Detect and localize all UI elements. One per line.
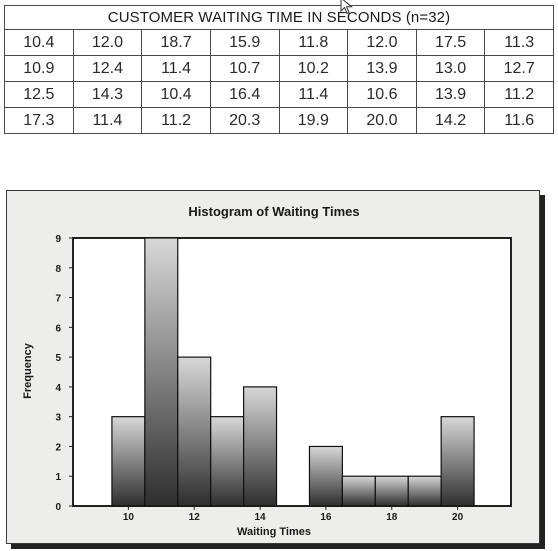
x-tick-label: 12: [189, 512, 201, 523]
x-tick-label: 16: [320, 512, 332, 523]
histogram-bar: [341, 475, 376, 507]
table-cell: 12.0: [347, 29, 417, 56]
table-cell: 14.3: [72, 81, 143, 108]
y-tick-label: 5: [55, 353, 61, 364]
table-cell: 10.7: [209, 55, 280, 82]
y-axis-label: Frequency: [22, 342, 34, 399]
table-body: 10.4 12.0 18.7 15.9 11.8 12.0 17.5 11.3 10.9 12.4…: [4, 29, 554, 134]
table-cell: 10.4: [141, 81, 211, 108]
y-tick-label: 2: [55, 442, 61, 453]
table-row: 10.4 12.0 18.7 15.9 11.8 12.0 17.5 11.3: [4, 29, 554, 56]
histogram-bar: [111, 416, 146, 507]
table-cell: 11.2: [141, 107, 211, 134]
table-cell: 12.7: [484, 55, 554, 82]
table-cell: 10.6: [347, 81, 417, 108]
bars-group: [111, 237, 475, 507]
y-tick-label: 3: [55, 413, 61, 424]
table-row: 12.5 14.3 10.4 16.4 11.4 10.6 13.9 11.2: [4, 81, 554, 108]
histogram-bar: [177, 356, 212, 507]
histogram-bar: [243, 386, 278, 507]
table-cell: 20.3: [209, 107, 280, 134]
x-tick-label: 10: [123, 512, 135, 523]
table-cell: 11.6: [484, 107, 554, 134]
table-cell: 10.9: [4, 55, 74, 82]
table-cell: 17.5: [415, 29, 486, 56]
table-cell: 16.4: [209, 81, 280, 108]
table-cell: 15.9: [209, 29, 280, 56]
table-cell: 17.3: [4, 107, 74, 134]
table-cell: 11.8: [278, 29, 349, 56]
table-row: 17.3 11.4 11.2 20.3 19.9 20.0 14.2 11.6: [4, 107, 554, 134]
y-tick-label: 1: [55, 472, 61, 483]
x-axis: 10 12 14 16 18 20: [123, 506, 464, 523]
x-tick-label: 18: [386, 512, 398, 523]
y-tick-label: 9: [55, 234, 61, 245]
histogram-bar: [440, 416, 475, 507]
x-tick-label: 20: [452, 512, 464, 523]
histogram-bar: [210, 416, 245, 507]
y-axis: 0 1 2 3 4 5 6 7 8 9: [55, 234, 73, 513]
table-cell: 11.4: [72, 107, 143, 134]
table-cell: 12.0: [72, 29, 143, 56]
histogram-bar: [308, 445, 343, 507]
x-axis-label: Waiting Times: [237, 526, 311, 538]
table-cell: 13.9: [415, 81, 486, 108]
table-cell: 11.4: [141, 55, 211, 82]
table-cell: 12.5: [4, 81, 74, 108]
table-title: CUSTOMER WAITING TIME IN SECONDS (n=32): [4, 5, 554, 30]
table-cell: 19.9: [278, 107, 349, 134]
table-cell: 11.3: [484, 29, 554, 56]
table-cell: 20.0: [347, 107, 417, 134]
table-cell: 13.0: [415, 55, 486, 82]
x-tick-label: 14: [255, 512, 267, 523]
y-tick-label: 7: [55, 294, 61, 305]
table-cell: 11.4: [278, 81, 349, 108]
mouse-cursor-icon: [340, 0, 353, 15]
table-cell: 11.2: [484, 81, 554, 108]
histogram-bar: [374, 475, 409, 507]
table-cell: 10.2: [278, 55, 349, 82]
histogram-bar: [144, 237, 179, 507]
waiting-time-table: CUSTOMER WAITING TIME IN SECONDS (n=32) …: [4, 5, 554, 134]
y-tick-label: 6: [55, 323, 61, 334]
y-tick-label: 4: [55, 383, 61, 394]
table-cell: 13.9: [347, 55, 417, 82]
table-cell: 18.7: [141, 29, 211, 56]
table-cell: 12.4: [72, 55, 143, 82]
table-row: 10.9 12.4 11.4 10.7 10.2 13.9 13.0 12.7: [4, 55, 554, 82]
y-tick-label: 0: [55, 502, 61, 513]
chart-title: Histogram of Waiting Times: [188, 204, 359, 219]
table-cell: 10.4: [4, 29, 74, 56]
y-tick-label: 8: [55, 264, 61, 275]
histogram-bar: [407, 475, 442, 507]
table-cell: 14.2: [415, 107, 486, 134]
